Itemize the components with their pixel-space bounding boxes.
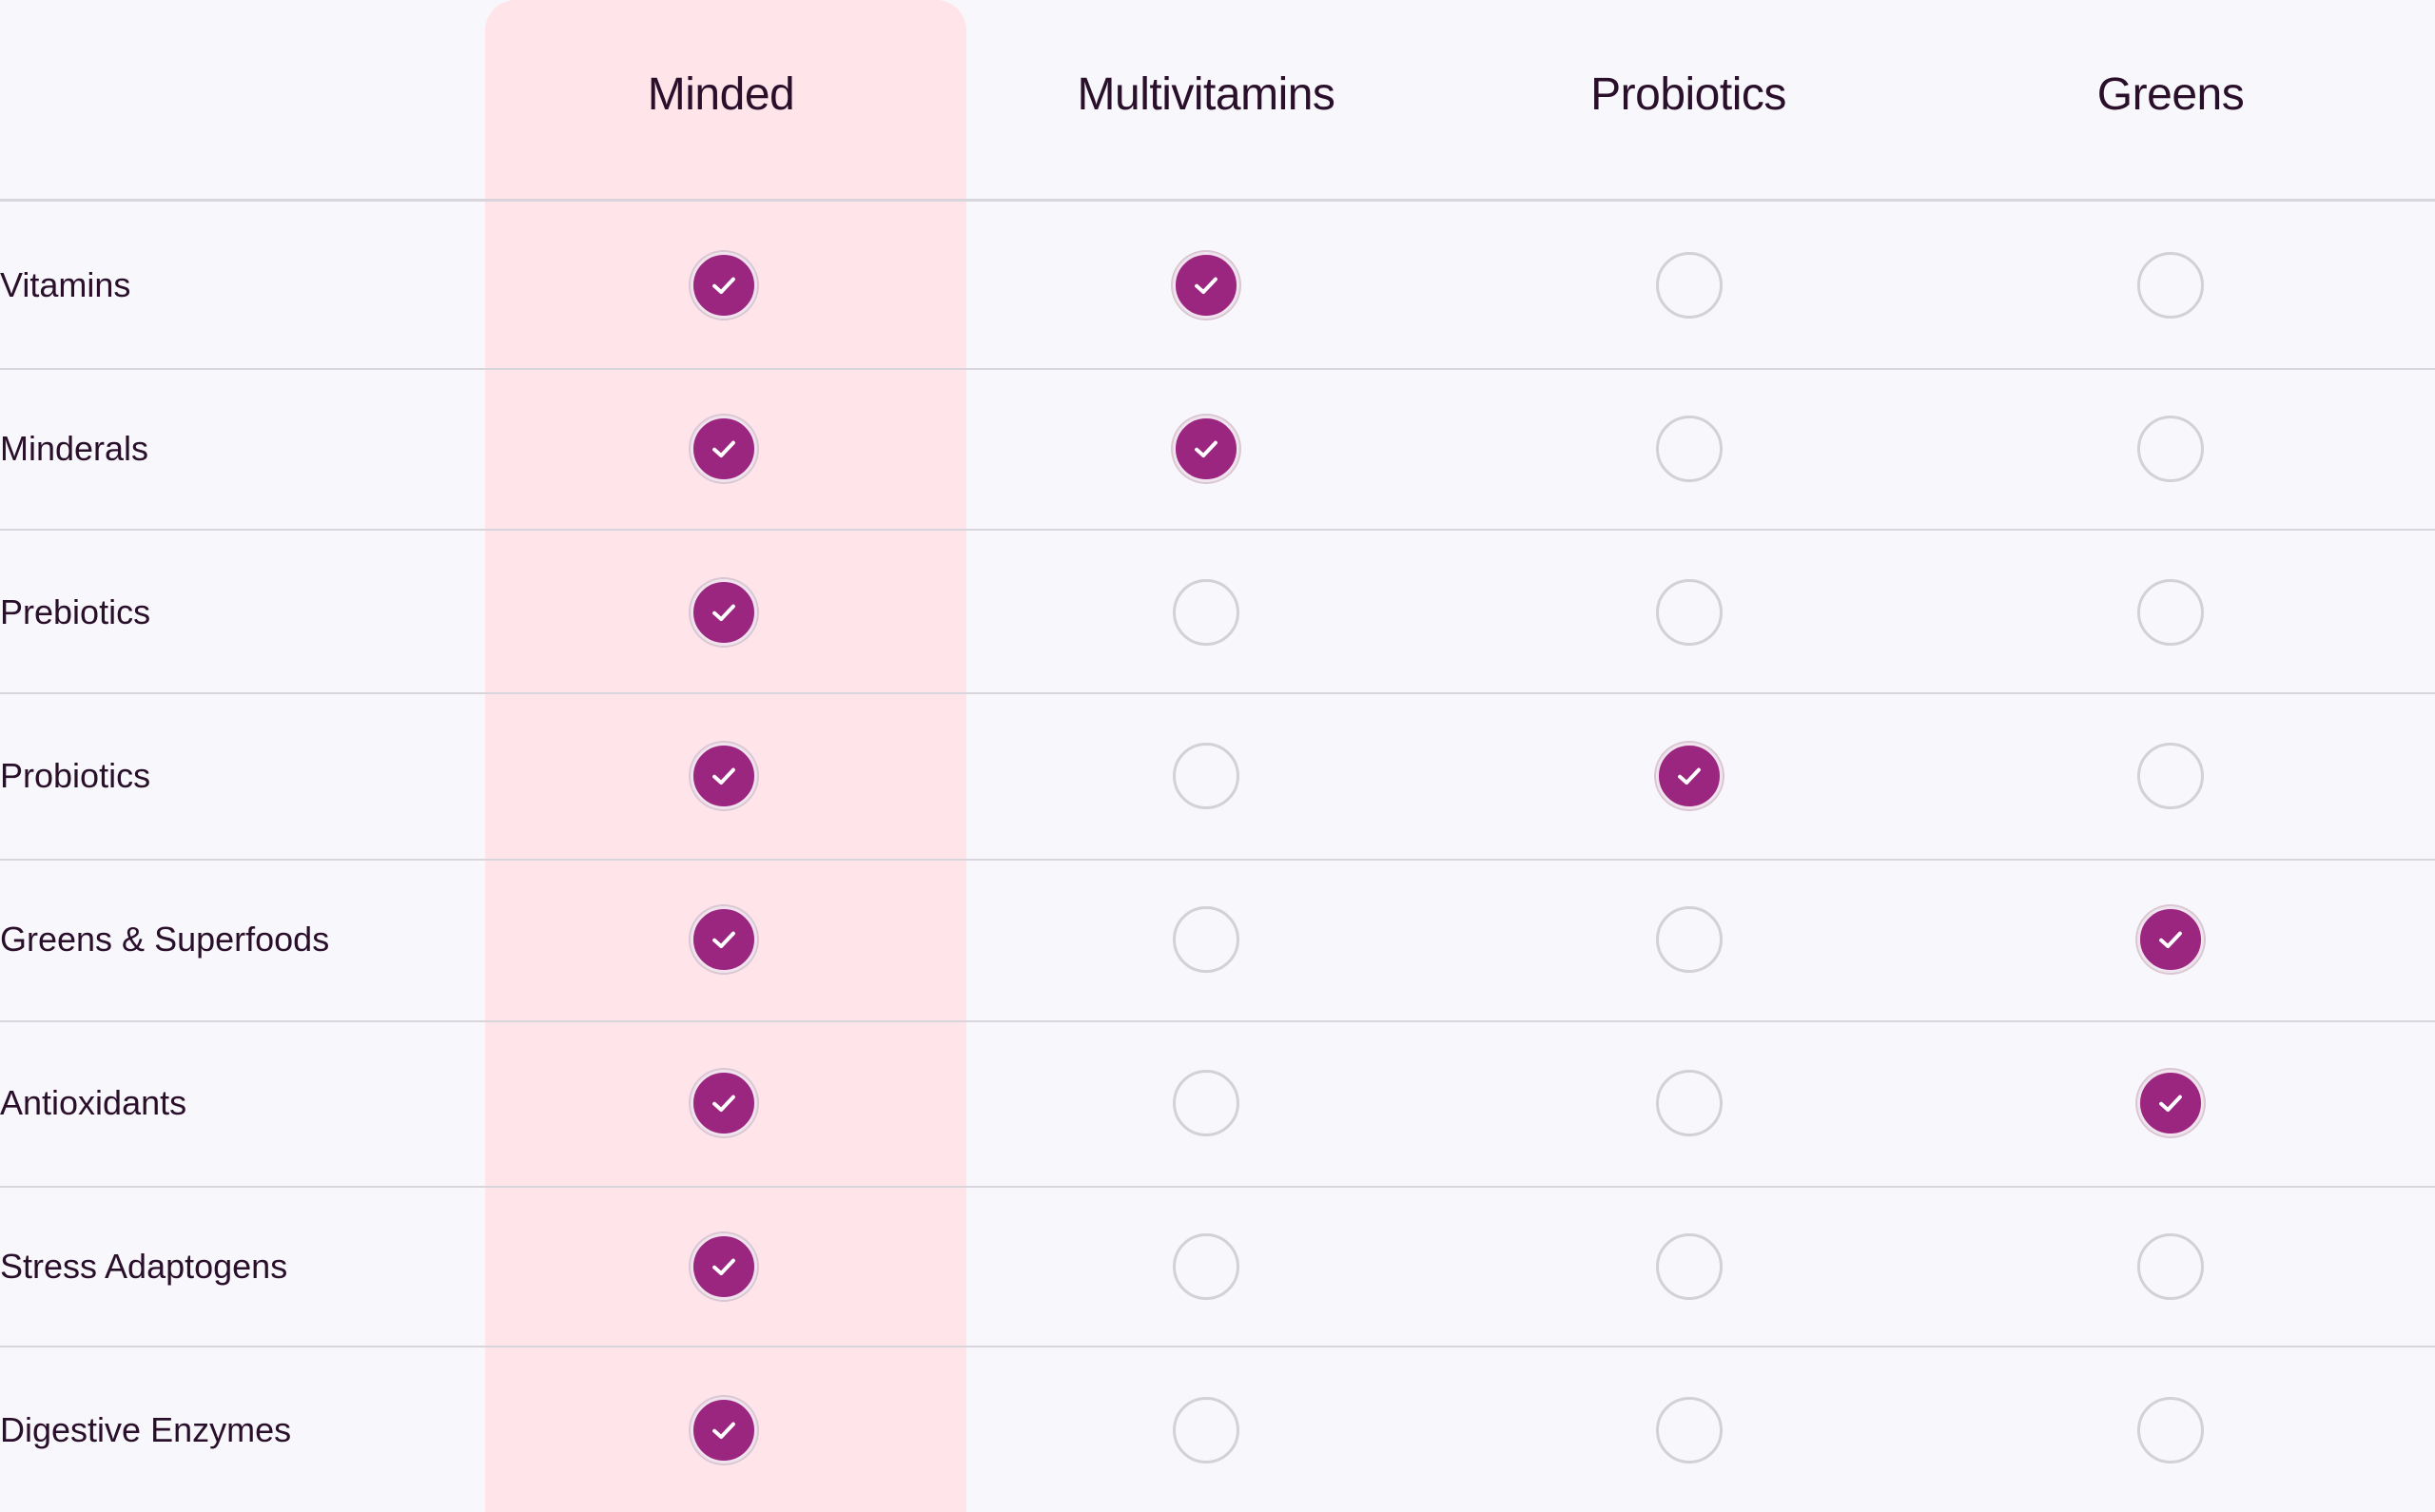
check-circle-filled-icon [1173, 416, 1239, 482]
checkmark-icon [1678, 767, 1701, 785]
table-row [0, 1188, 2435, 1347]
row-label: Prebiotics [0, 592, 151, 631]
column-header-multivitamins: Multivitamins [1077, 69, 1335, 120]
checkmark-icon [2159, 931, 2182, 949]
check-circle-filled-icon [1173, 252, 1239, 319]
checkmark-icon [712, 604, 735, 622]
empty-circle-icon [1656, 416, 1723, 482]
row-label: Vitamins [0, 265, 131, 304]
checkmark-icon [712, 1095, 735, 1113]
empty-circle-icon [1173, 743, 1239, 809]
check-circle-filled-icon [1656, 743, 1723, 809]
empty-circle-icon [1656, 252, 1723, 319]
empty-circle-icon [1656, 906, 1723, 973]
empty-circle-icon [1656, 1397, 1723, 1464]
checkmark-icon [712, 277, 735, 295]
empty-circle-icon [2137, 252, 2204, 319]
checkmark-icon [2159, 1095, 2182, 1113]
row-label: Minderals [0, 429, 149, 468]
empty-circle-icon [1173, 1233, 1239, 1300]
check-circle-filled-icon [691, 252, 757, 319]
empty-circle-icon [1656, 1233, 1723, 1300]
table-row [0, 370, 2435, 531]
check-circle-filled-icon [691, 1070, 757, 1136]
check-circle-filled-icon [2137, 906, 2204, 973]
checkmark-icon [712, 440, 735, 458]
checkmark-icon [712, 767, 735, 785]
empty-circle-icon [1173, 579, 1239, 646]
check-circle-filled-icon [691, 579, 757, 646]
check-circle-filled-icon [691, 743, 757, 809]
check-circle-filled-icon [2137, 1070, 2204, 1136]
empty-circle-icon [1656, 579, 1723, 646]
table-row [0, 861, 2435, 1022]
column-header-minded: Minded [647, 69, 795, 120]
empty-circle-icon [2137, 1233, 2204, 1300]
check-circle-filled-icon [691, 906, 757, 973]
table-header-row: Minded Multivitamins Probiotics Greens [0, 0, 2435, 202]
checkmark-icon [712, 1258, 735, 1276]
empty-circle-icon [2137, 579, 2204, 646]
checkmark-icon [712, 931, 735, 949]
empty-circle-icon [2137, 416, 2204, 482]
row-label: Probiotics [0, 756, 151, 795]
check-circle-filled-icon [691, 1397, 757, 1464]
table-row [0, 1022, 2435, 1188]
empty-circle-icon [2137, 743, 2204, 809]
row-label: Greens & Superfoods [0, 920, 330, 959]
check-circle-filled-icon [691, 1233, 757, 1300]
row-label: Antioxidants [0, 1083, 187, 1122]
checkmark-icon [1195, 277, 1218, 295]
row-label: Digestive Enzymes [0, 1410, 292, 1449]
empty-circle-icon [1656, 1070, 1723, 1136]
column-header-greens: Greens [2096, 69, 2245, 120]
column-header-probiotics: Probiotics [1590, 69, 1786, 120]
empty-circle-icon [1173, 1070, 1239, 1136]
checkmark-icon [712, 1422, 735, 1440]
row-label: Stress Adaptogens [0, 1247, 288, 1286]
table-row [0, 202, 2435, 370]
empty-circle-icon [1173, 1397, 1239, 1464]
table-row [0, 694, 2435, 861]
check-circle-filled-icon [691, 416, 757, 482]
table-row [0, 531, 2435, 694]
empty-circle-icon [1173, 906, 1239, 973]
checkmark-icon [1195, 440, 1218, 458]
empty-circle-icon [2137, 1397, 2204, 1464]
